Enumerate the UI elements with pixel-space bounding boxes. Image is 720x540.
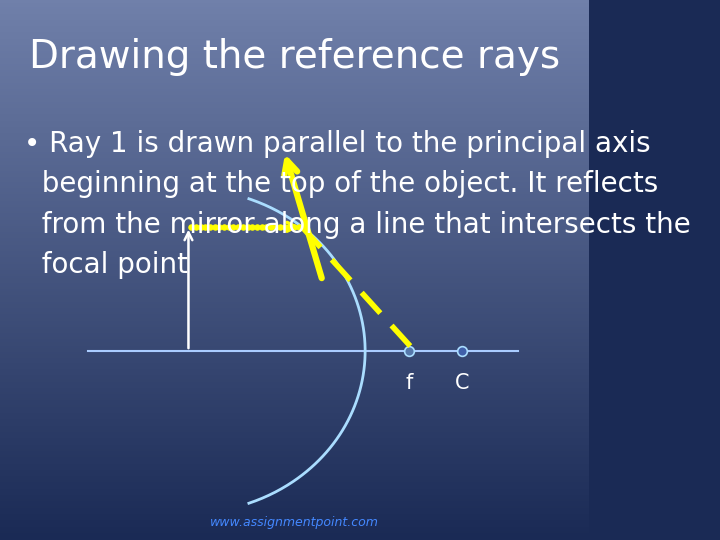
Point [265, 222, 276, 231]
Text: Drawing the reference rays: Drawing the reference rays [29, 38, 560, 76]
Point [293, 222, 305, 231]
Point [186, 222, 197, 231]
Point [279, 222, 291, 231]
Point [199, 222, 211, 231]
Point [237, 222, 248, 231]
Point [274, 222, 286, 231]
Point [190, 222, 202, 231]
Point [218, 222, 230, 231]
Text: • Ray 1 is drawn parallel to the principal axis: • Ray 1 is drawn parallel to the princip… [24, 130, 650, 158]
Point [270, 222, 282, 231]
Point [223, 222, 235, 231]
Point [204, 222, 216, 231]
Text: C: C [455, 373, 469, 393]
Point [214, 222, 225, 231]
Point [284, 222, 295, 231]
Point [242, 222, 253, 231]
Text: from the mirror along a line that intersects the: from the mirror along a line that inters… [24, 211, 690, 239]
Point [251, 222, 263, 231]
Point [261, 222, 272, 231]
Text: www.assignmentpoint.com: www.assignmentpoint.com [210, 516, 379, 529]
Text: beginning at the top of the object. It reflects: beginning at the top of the object. It r… [24, 170, 658, 198]
Point [209, 222, 220, 231]
Text: focal point: focal point [24, 251, 187, 279]
Text: f: f [405, 373, 413, 393]
Point [228, 222, 239, 231]
Point [246, 222, 258, 231]
Point [289, 222, 300, 231]
Point [195, 222, 207, 231]
Point [233, 222, 244, 231]
Point [256, 222, 267, 231]
